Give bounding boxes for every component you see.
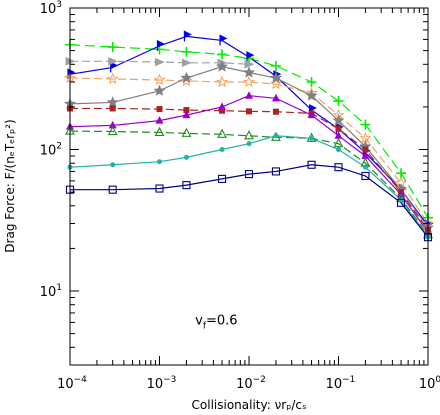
- data-point: [107, 42, 118, 53]
- data-point: [273, 133, 279, 139]
- series-layer: [69, 35, 429, 238]
- data-point: [217, 128, 227, 138]
- data-point: [271, 167, 280, 176]
- data-point: [183, 154, 189, 160]
- x-tick-label: 10−1: [326, 375, 356, 392]
- x-axis-label: Collisionality: νrₚ/cₛ: [192, 398, 307, 412]
- data-point: [180, 74, 193, 87]
- data-point: [333, 137, 344, 148]
- data-point: [181, 58, 192, 68]
- data-point: [153, 73, 166, 86]
- data-point: [181, 46, 192, 57]
- data-point: [361, 171, 370, 181]
- x-tick-label: 10−4: [57, 375, 87, 392]
- series-line: [69, 135, 429, 238]
- data-point: [246, 108, 252, 115]
- data-point: [335, 125, 342, 132]
- data-point: [269, 71, 282, 84]
- data-point: [110, 162, 116, 168]
- series-line: [69, 95, 429, 233]
- data-point: [109, 105, 116, 112]
- data-point: [180, 71, 193, 84]
- data-point: [246, 51, 255, 63]
- y-tick-label: 103: [40, 0, 62, 17]
- data-point: [107, 125, 118, 136]
- y-tick-label: 102: [40, 142, 62, 159]
- data-point: [218, 102, 227, 110]
- data-point: [361, 151, 370, 159]
- data-point: [155, 57, 165, 67]
- series-line: [70, 107, 429, 231]
- y-tick-label: 101: [40, 283, 62, 300]
- data-point: [271, 93, 280, 102]
- data-point: [108, 120, 117, 129]
- data-point: [396, 168, 407, 179]
- series-line: [70, 164, 429, 238]
- data-point: [244, 170, 254, 179]
- data-point: [246, 141, 252, 147]
- data-point: [362, 146, 369, 153]
- data-point: [397, 198, 406, 207]
- data-point: [216, 60, 229, 72]
- data-point: [155, 184, 164, 193]
- data-point: [154, 126, 165, 136]
- data-point: [183, 30, 192, 42]
- data-point: [182, 110, 191, 119]
- data-point: [333, 96, 344, 107]
- chart-annotation: vf=0.6: [195, 313, 237, 331]
- data-point: [216, 75, 229, 88]
- data-point: [360, 119, 371, 130]
- data-point: [156, 106, 163, 113]
- data-point: [108, 185, 117, 194]
- data-point: [334, 163, 343, 172]
- plot-frame: [69, 7, 429, 366]
- data-point: [336, 147, 341, 153]
- data-point: [272, 108, 279, 115]
- x-tick-label: 10−3: [147, 375, 177, 392]
- axis-layer: 10−4 10−3 10−2 10−1 100 101 102 103: [40, 0, 440, 392]
- x-tick-label: 10−2: [236, 375, 266, 392]
- series-line: [69, 130, 429, 236]
- data-point: [219, 107, 226, 114]
- data-point: [245, 91, 253, 99]
- data-point: [307, 110, 316, 119]
- data-point: [305, 89, 318, 101]
- data-point: [242, 66, 256, 78]
- series-line: [69, 35, 429, 226]
- y-axis-label: Drag Force: F/(nₑTₑrₚ²): [3, 119, 17, 252]
- data-point: [219, 147, 225, 153]
- data-point: [219, 34, 228, 46]
- data-point: [182, 181, 191, 190]
- data-point: [398, 197, 404, 203]
- data-point: [155, 116, 164, 124]
- data-point: [269, 77, 282, 90]
- data-point: [217, 49, 228, 60]
- data-point: [218, 174, 227, 183]
- data-point: [244, 60, 255, 69]
- data-point: [242, 75, 256, 88]
- data-point: [307, 160, 316, 169]
- data-point: [270, 60, 281, 71]
- data-point: [309, 135, 315, 141]
- data-point: [106, 96, 119, 108]
- marker-layer: [63, 30, 435, 242]
- data-point: [156, 39, 165, 51]
- data-point: [181, 127, 192, 137]
- data-point: [332, 114, 345, 126]
- data-point: [157, 159, 162, 165]
- data-point: [108, 57, 118, 66]
- data-point: [183, 107, 190, 114]
- data-point: [106, 72, 119, 85]
- data-point: [334, 131, 343, 139]
- data-point: [306, 76, 317, 87]
- data-point: [244, 130, 254, 140]
- series-line: [69, 66, 429, 229]
- data-point: [362, 164, 368, 170]
- data-point: [153, 84, 166, 96]
- x-tick-label: 100: [419, 375, 440, 392]
- series-line: [69, 77, 429, 224]
